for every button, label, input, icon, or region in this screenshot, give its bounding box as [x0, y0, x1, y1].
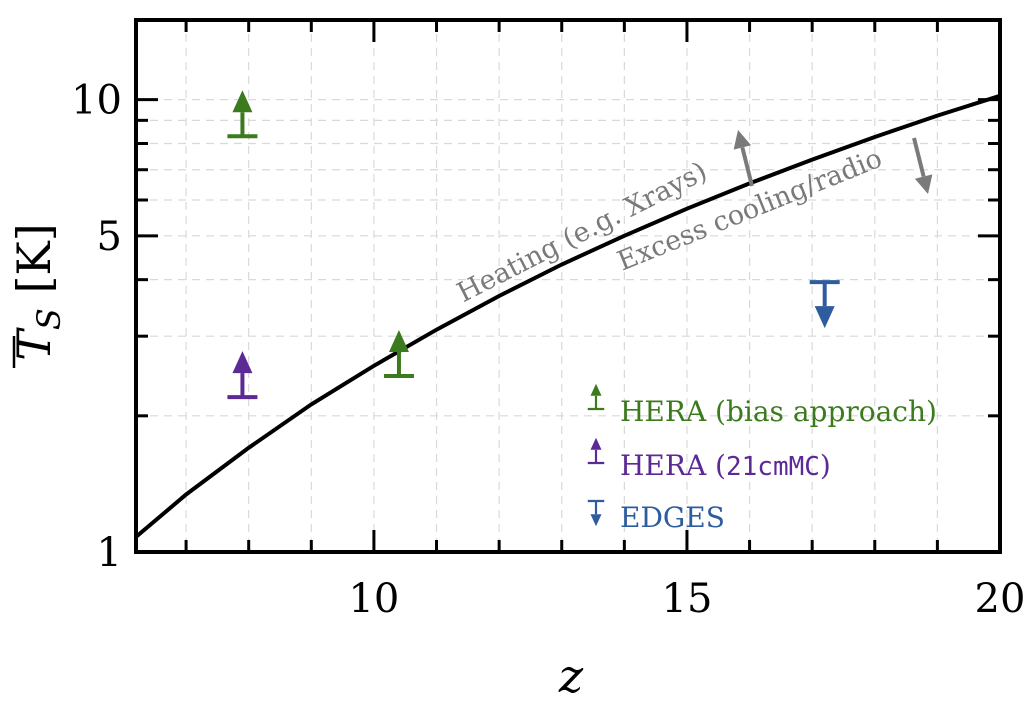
- x-tick-label: 15: [662, 576, 713, 622]
- legend-entry-code: 21cmMC: [726, 452, 820, 482]
- limit-marker: [227, 90, 258, 139]
- legend-marker: [587, 437, 605, 465]
- limit-arrowhead: [590, 514, 602, 527]
- spin-temperature-curve: [136, 93, 1000, 539]
- plot-frame: [134, 18, 1002, 554]
- y-axis-label-sub: S: [30, 308, 68, 330]
- legend-entry: EDGES: [620, 501, 725, 534]
- svg-text:TS [K]: TS [K]: [7, 223, 68, 361]
- grid: [136, 20, 1000, 552]
- x-tick-label: 10: [348, 576, 399, 622]
- cooling-arrow: [912, 137, 933, 194]
- legend-entry: HERA (21cmMC): [620, 449, 831, 482]
- limit-marker: [383, 329, 414, 378]
- legend-marker: [587, 499, 605, 527]
- y-tick-label: 10: [71, 78, 122, 124]
- limit-arrowhead: [388, 329, 409, 352]
- y-axis-label-main: T: [7, 327, 61, 361]
- y-tick-label: 5: [97, 214, 122, 260]
- heating-arrow: [733, 130, 754, 187]
- legend-entry-text-end: ): [820, 449, 831, 482]
- y-axis-label: TS [K]: [7, 223, 68, 368]
- arrow-head: [914, 174, 933, 194]
- limit-arrowhead: [590, 383, 602, 396]
- limit-arrowhead: [590, 437, 602, 450]
- legend-entry-text: EDGES: [620, 501, 725, 534]
- arrow-shaft: [912, 137, 926, 178]
- legend-entry-text: HERA (: [620, 449, 726, 482]
- legend-entry: HERA (bias approach): [620, 395, 937, 428]
- limit-marker: [227, 351, 258, 400]
- temperature-curve-layer: [136, 93, 1000, 539]
- limit-arrowhead: [232, 90, 253, 113]
- y-tick-label: 1: [97, 530, 122, 576]
- limit-marker: [809, 280, 840, 329]
- legend-marker: [587, 383, 605, 411]
- data-points: [227, 90, 840, 400]
- x-tick-label: 20: [975, 576, 1024, 622]
- limit-arrowhead: [814, 306, 835, 329]
- arrow-head: [733, 130, 752, 150]
- x-axis-label: z: [558, 649, 584, 703]
- limit-arrowhead: [232, 351, 253, 374]
- arrow-shaft: [740, 146, 754, 187]
- legend-entry-text: HERA (bias approach): [620, 395, 937, 428]
- legend: HERA (bias approach) HERA (21cmMC) EDGES: [587, 383, 937, 534]
- y-axis-label-unit: [K]: [7, 223, 61, 308]
